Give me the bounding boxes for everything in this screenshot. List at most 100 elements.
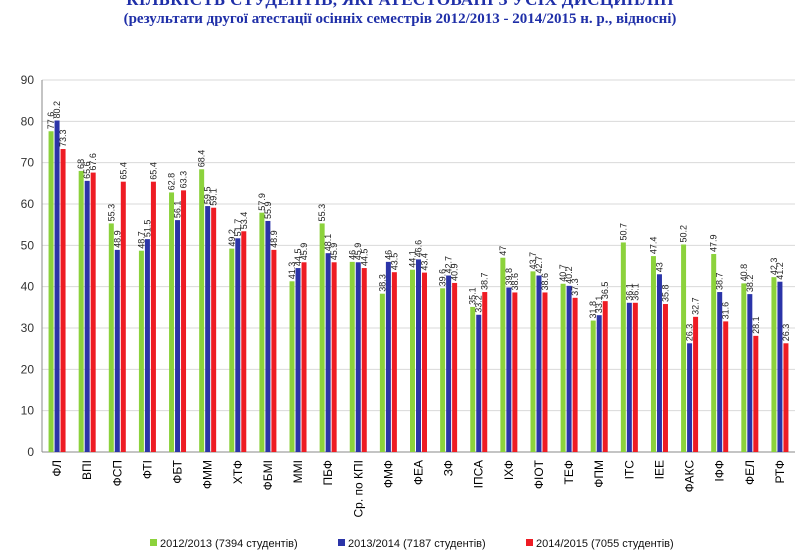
value-label: 47.4 [648, 237, 658, 255]
bar-2-13 [446, 275, 452, 452]
chart-subtitle: (результати другої атестації осінніх сем… [123, 11, 677, 27]
y-tick-label: 0 [27, 445, 34, 459]
bar-2-6 [235, 238, 241, 452]
bar-1-16 [530, 271, 536, 452]
bar-2-3 [144, 239, 150, 452]
bar-2-19 [626, 302, 632, 452]
value-label: 44.5 [293, 249, 303, 267]
bar-1-17 [560, 283, 566, 452]
bar-1-8 [289, 281, 295, 452]
value-label: 59.1 [209, 188, 219, 206]
bar-1-13 [440, 288, 446, 452]
value-label: 48.9 [112, 230, 122, 248]
bar-3-17 [572, 297, 578, 452]
bar-2-10 [355, 262, 361, 452]
bar-1-2 [108, 223, 114, 452]
bar-1-19 [620, 242, 626, 452]
value-label: 50.2 [679, 225, 689, 243]
bar-3-22 [723, 321, 729, 452]
value-label: 38.6 [540, 273, 550, 291]
legend-swatch [150, 539, 157, 546]
value-label: 44.1 [408, 250, 418, 268]
x-axis: ФЛ ВПІ ФСП ФТІ ФБТ ФММ ХТФ ФБМІ ММІ ПБФ Ср. по КПІ… [50, 459, 787, 517]
value-label: 40.2 [564, 266, 574, 284]
value-label: 68 [76, 159, 86, 169]
bar-1-14 [470, 306, 476, 452]
bar-1-20 [650, 256, 656, 452]
value-label: 42.7 [534, 256, 544, 274]
x-tick-label: РТФ [773, 460, 787, 484]
value-label: 36.1 [630, 283, 640, 301]
bar-3-20 [662, 304, 668, 452]
x-tick-label: ВПІ [80, 460, 94, 480]
bar-3-15 [512, 292, 518, 452]
y-tick-label: 90 [21, 73, 35, 87]
value-label: 32.7 [691, 297, 701, 315]
value-label: 65.4 [148, 162, 158, 180]
bar-2-14 [476, 314, 482, 452]
x-tick-label: ФЕЛ [743, 460, 757, 485]
value-label: 26.3 [685, 324, 695, 342]
value-label: 80.2 [52, 101, 62, 119]
bar-3-18 [602, 301, 608, 452]
bar-2-0 [54, 120, 60, 453]
value-label: 45.9 [329, 243, 339, 261]
bar-2-7 [265, 220, 271, 452]
value-label: 68.4 [197, 150, 207, 168]
value-label: 50.7 [618, 223, 628, 241]
x-tick-label: ПБФ [321, 460, 335, 486]
bar-2-16 [536, 275, 542, 452]
x-tick-label: ІФФ [713, 460, 727, 482]
x-tick-label: ФТІ [140, 460, 154, 479]
bar-3-2 [120, 181, 126, 452]
value-labels: 77.680.273.36865.667.655.348.965.448.751… [46, 101, 791, 341]
value-label: 65.4 [118, 162, 128, 180]
bar-1-7 [259, 212, 265, 452]
bar-2-1 [84, 180, 90, 452]
value-label: 46.6 [414, 240, 424, 258]
value-label: 39.8 [504, 268, 514, 286]
bar-3-23 [753, 335, 759, 452]
value-label: 47 [498, 246, 508, 256]
bar-3-3 [150, 181, 156, 452]
bar-1-6 [229, 248, 235, 452]
bar-3-6 [241, 231, 247, 452]
bar-1-12 [410, 269, 415, 452]
value-label: 43.7 [528, 252, 538, 270]
value-label: 38.3 [377, 274, 387, 292]
value-label: 47.9 [709, 234, 719, 252]
bar-2-8 [295, 268, 301, 452]
legend-swatch [526, 539, 533, 546]
bar-2-2 [114, 249, 120, 452]
legend-entry: 2014/2015 (7055 студентів) [536, 538, 674, 550]
bar-3-4 [181, 190, 187, 453]
value-label: 38.6 [510, 273, 520, 291]
value-label: 35.8 [660, 284, 670, 302]
bar-3-13 [452, 282, 458, 452]
value-label: 36.5 [600, 282, 610, 300]
value-label: 41.3 [287, 262, 297, 280]
x-tick-label: ФММ [201, 460, 215, 489]
value-label: 51.5 [142, 220, 152, 238]
x-tick-label: ІХФ [502, 460, 516, 480]
bar-3-16 [542, 292, 548, 452]
value-label: 41.2 [775, 262, 785, 280]
value-label: 62.8 [167, 173, 177, 191]
value-label: 46 [383, 250, 393, 260]
value-label: 56.1 [173, 201, 183, 219]
legend-entry: 2012/2013 (7394 студентів) [160, 538, 298, 550]
bar-3-1 [90, 172, 96, 452]
value-label: 38.2 [745, 275, 755, 293]
legend-entry: 2013/2014 (7187 студентів) [348, 538, 486, 550]
x-tick-label: ММІ [291, 460, 305, 483]
bar-1-21 [681, 244, 687, 452]
y-tick-label: 10 [21, 404, 35, 418]
value-label: 38.7 [480, 273, 490, 291]
value-label: 43.4 [420, 253, 430, 271]
bar-3-14 [482, 292, 488, 452]
bar-3-5 [211, 207, 217, 452]
value-label: 40.7 [558, 264, 568, 282]
x-tick-label: ФЛ [50, 460, 64, 477]
y-tick-label: 50 [21, 238, 35, 252]
bar-1-11 [379, 293, 385, 452]
